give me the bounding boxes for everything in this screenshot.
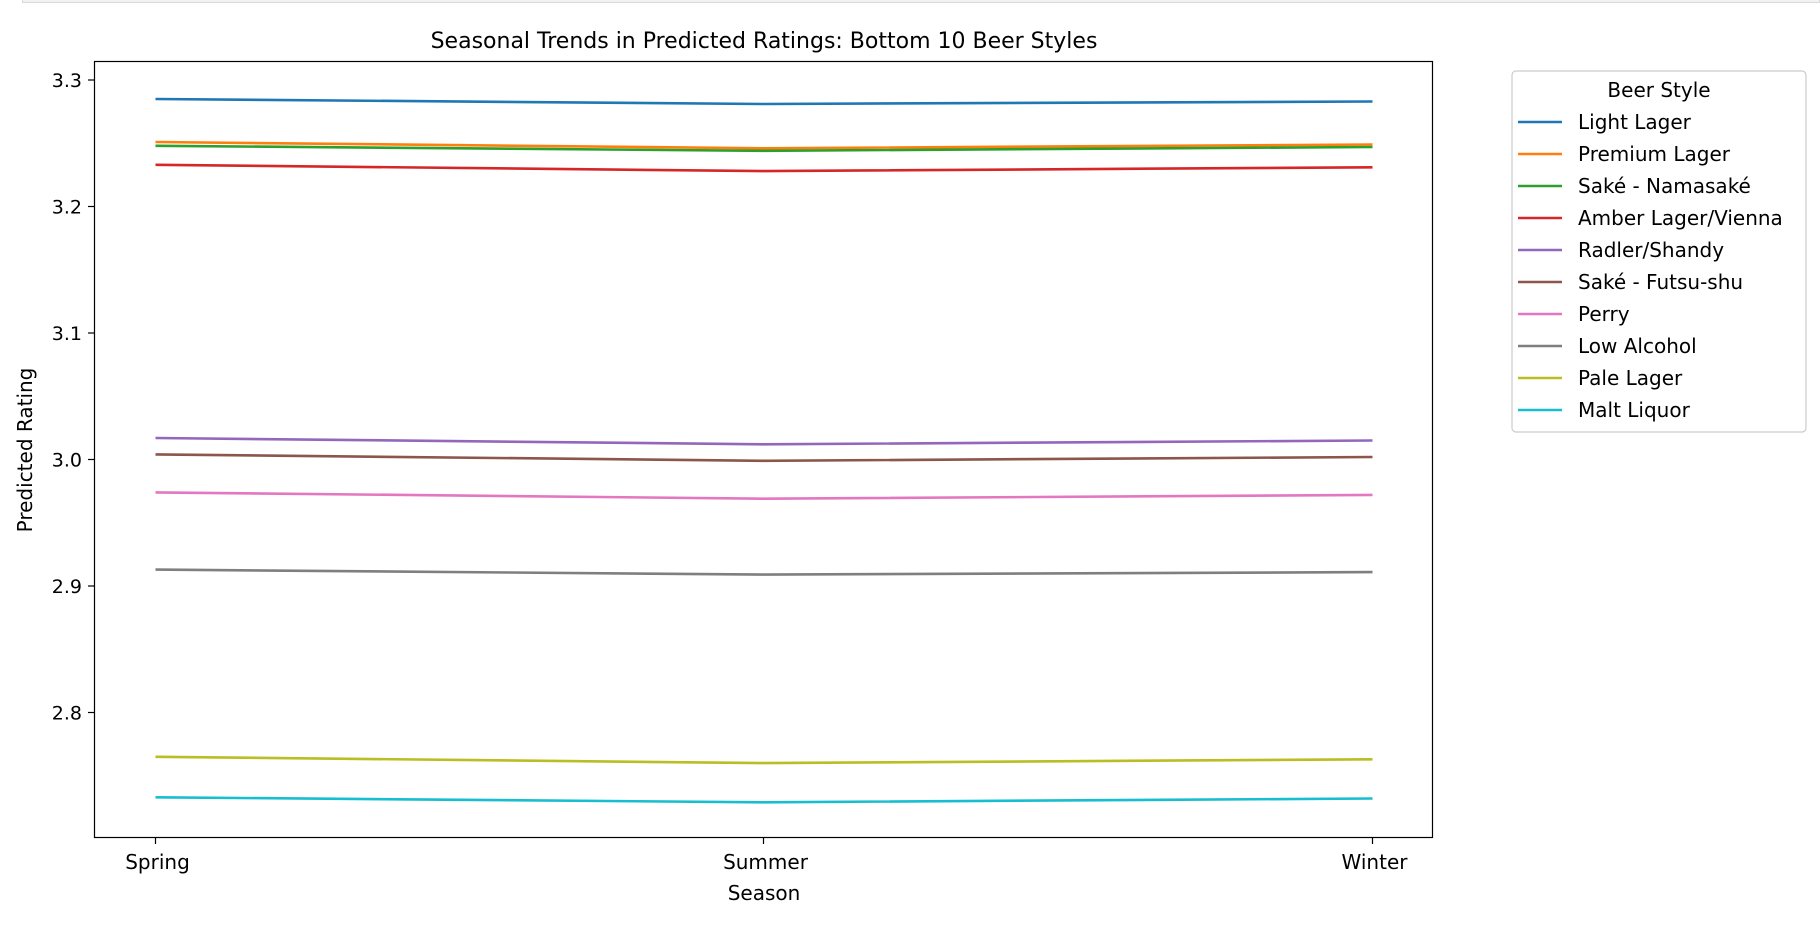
series-line-2: [155, 140, 1373, 150]
series-line-7: [155, 491, 1373, 501]
y-tick-label: 2.8: [52, 703, 82, 725]
plot-area-frame: [93, 60, 1434, 839]
legend-entry-label: Saké - Futsu-shu: [1578, 270, 1743, 294]
series-line-10: [155, 796, 1373, 804]
legend-entry-label: Amber Lager/Vienna: [1578, 206, 1783, 230]
series-line-9: [155, 755, 1373, 765]
x-tick-label: Summer: [723, 850, 809, 874]
series-line-5: [155, 436, 1373, 446]
legend-items: Light Lager Premium Lager Saké - Namasaké A…: [1518, 110, 1783, 422]
legend-frame: [1511, 70, 1807, 433]
x-tick-label: Spring: [125, 850, 190, 874]
x-tick-label: Winter: [1342, 850, 1409, 874]
y-tick-label: 3.2: [52, 197, 82, 219]
legend-entry-label: Light Lager: [1578, 110, 1692, 134]
legend-entry-label: Malt Liquor: [1578, 398, 1691, 422]
legend-entry-label: Radler/Shandy: [1578, 238, 1724, 262]
legend-title: Beer Style: [1607, 78, 1710, 102]
legend-entry-label: Saké - Namasaké: [1578, 174, 1751, 198]
series-line-4: [155, 163, 1373, 173]
y-tick-label: 3.3: [52, 70, 82, 92]
y-tick-label: 3.1: [52, 323, 82, 345]
legend-entry-label: Pale Lager: [1578, 366, 1683, 390]
chart-title: Seasonal Trends in Predicted Ratings: Bo…: [431, 29, 1098, 54]
series-line-3: [155, 144, 1373, 153]
series-line-1: [155, 97, 1373, 106]
plot-lines: [155, 97, 1373, 804]
x-axis-label: Season: [728, 881, 801, 905]
y-tick-label: 3.0: [52, 450, 82, 472]
series-line-8: [155, 568, 1373, 576]
legend: Beer Style Light Lager Premium Lager Saké …: [1511, 70, 1807, 433]
legend-entry-label: Perry: [1578, 302, 1630, 326]
x-axis: Spring Summer Winter: [125, 837, 1409, 874]
series-line-6: [155, 453, 1373, 463]
y-tick-label: 2.9: [52, 576, 82, 598]
y-axis-label: Predicted Rating: [13, 368, 37, 533]
legend-entry-label: Premium Lager: [1578, 142, 1731, 166]
legend-entry-label: Low Alcohol: [1578, 334, 1697, 358]
y-axis: 2.8 2.9 3.0 3.1 3.2 3.3: [52, 70, 95, 725]
